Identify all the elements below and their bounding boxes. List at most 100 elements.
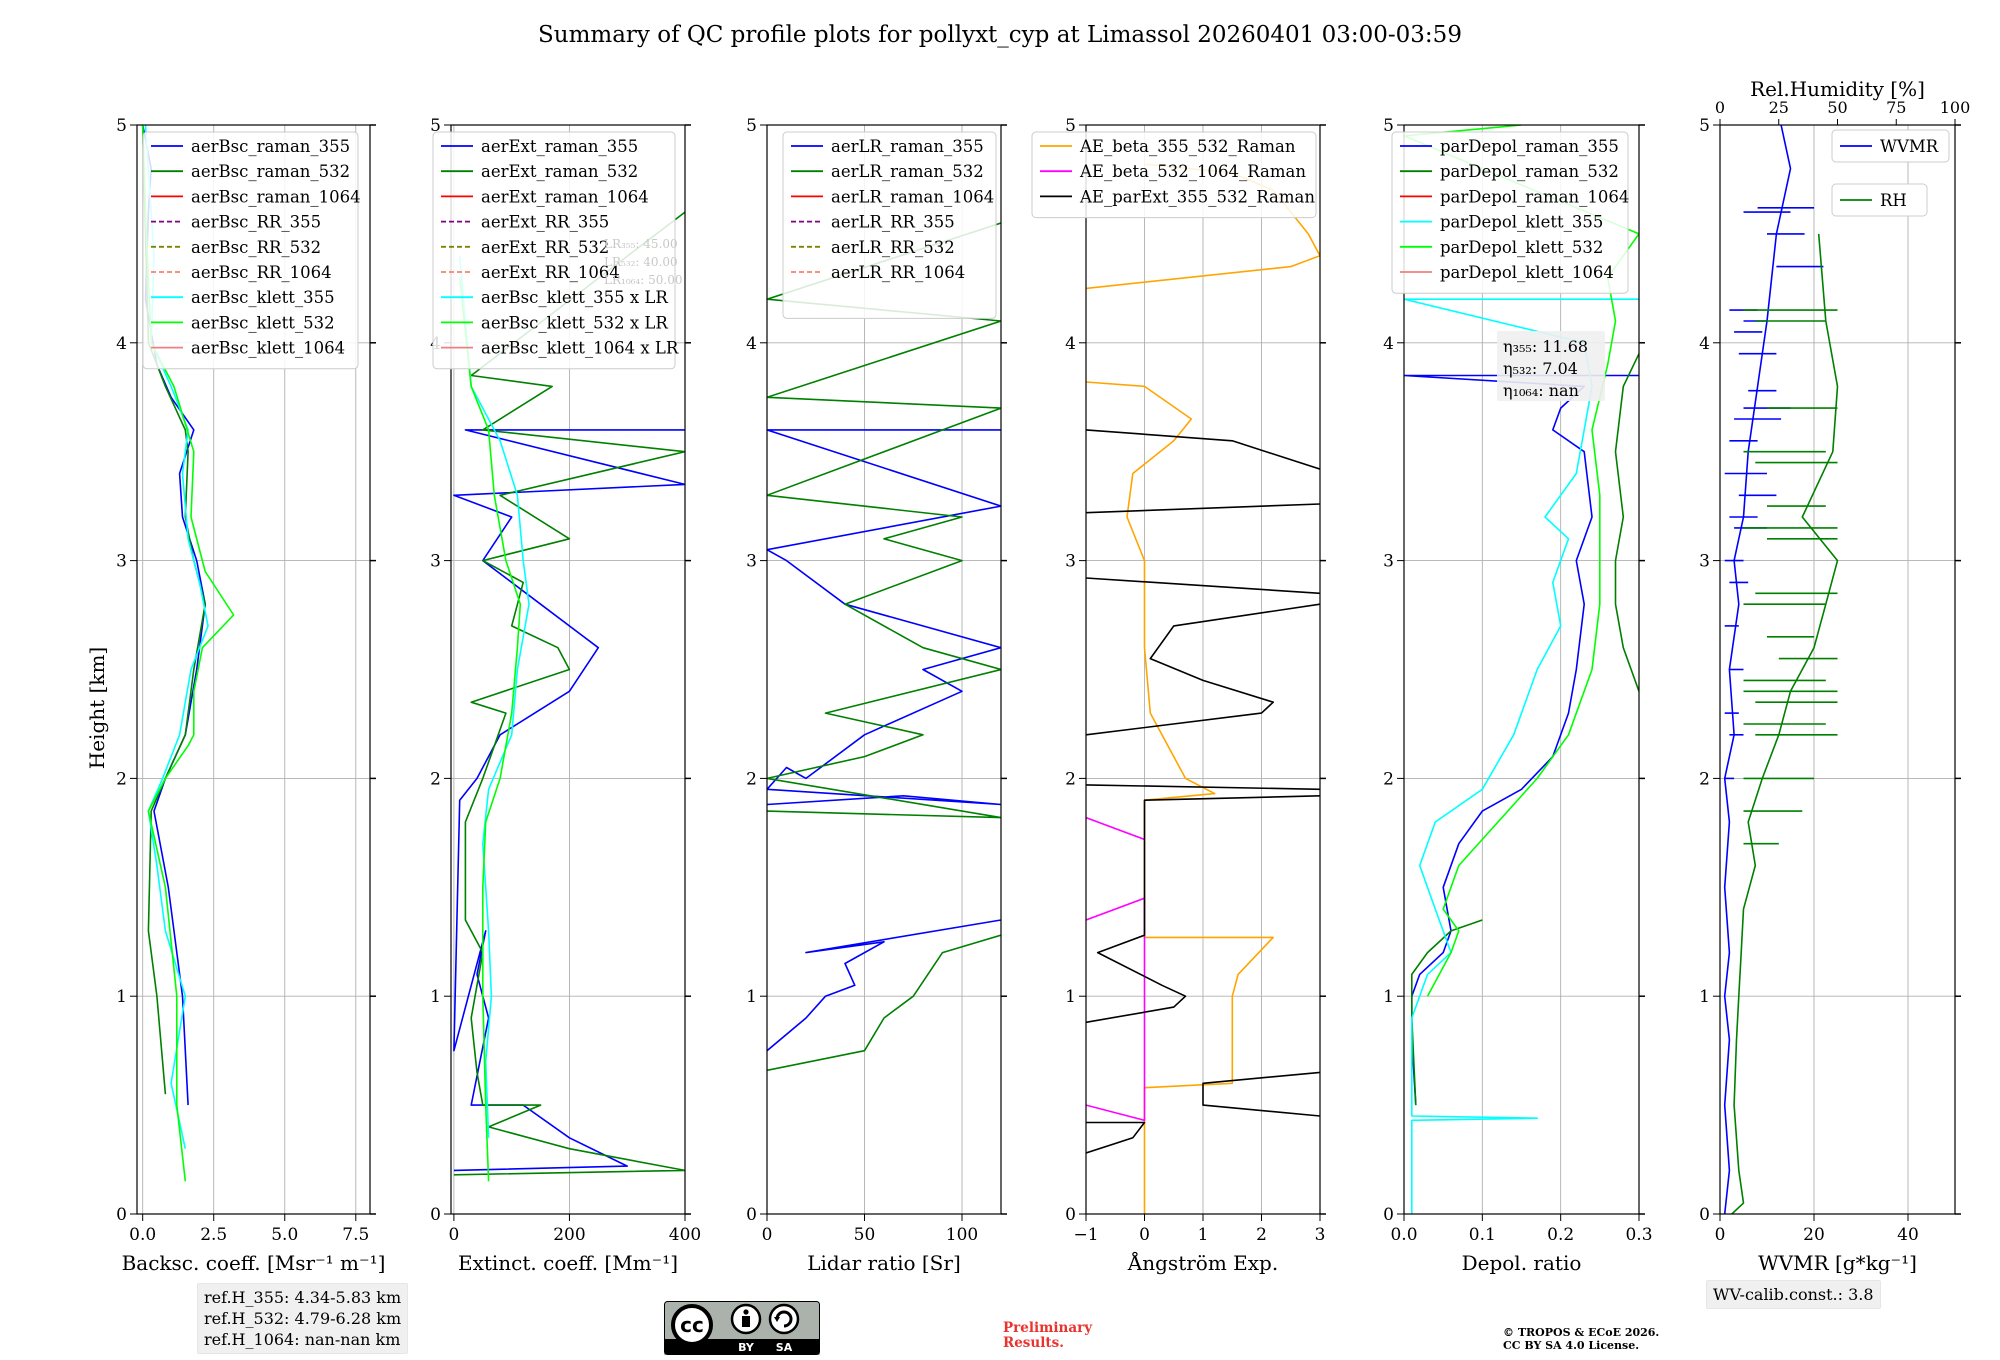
y-tick-label: 2 <box>746 769 757 789</box>
x-tick-label: 0 <box>448 1225 459 1245</box>
top-x-tick-label: 50 <box>1827 98 1847 117</box>
series-aerBsc_klett_532 x LR <box>458 277 522 1182</box>
y-tick-label: 3 <box>1065 552 1076 572</box>
legend-entry: aerExt_raman_532 <box>481 162 638 181</box>
y-tick-label: 4 <box>116 334 127 354</box>
legend-box <box>1831 183 1928 217</box>
subplot-depol: 0.0 0.1 0.2 0.3 0 1 2 3 4 5 Depol. ratio parDepol_r… <box>1383 116 1652 1275</box>
y-tick-label: 0 <box>1065 1205 1076 1225</box>
x-axis-label-ext: Extinct. coeff. [Mm⁻¹] <box>458 1251 678 1275</box>
y-tick-label: 3 <box>746 552 757 572</box>
y-tick-label: 0 <box>1699 1205 1710 1225</box>
legend-entry: aerBsc_raman_532 <box>191 162 350 181</box>
legend-entry: AE_beta_532_1064_Raman <box>1079 162 1306 181</box>
subplot-lr: 0 50 100 0 1 2 3 4 5 Lidar ratio [Sr] aerLR_raman_… <box>746 116 1007 1275</box>
series-parDepol_raman_532 <box>1411 919 1483 1106</box>
grid-wv <box>1719 125 1955 1214</box>
legend-box <box>1391 131 1629 294</box>
eta-box <box>1497 331 1605 401</box>
legend-box <box>782 131 997 319</box>
y-axis-label: Height [km] <box>85 647 109 769</box>
wv-calibration-box: WV-calib.const.: 3.8 <box>1706 1280 1881 1309</box>
series-AE_parExt_355_532_Raman_h <box>1086 429 1320 470</box>
y-tick-label: 1 <box>1065 987 1076 1007</box>
legend-entry: aerExt_raman_355 <box>481 137 638 156</box>
legend-entry: parDepol_raman_532 <box>1440 162 1619 181</box>
legend-entry: parDepol_klett_355 <box>1440 213 1603 232</box>
legend-entry: aerBsc_RR_1064 <box>191 263 332 282</box>
ref-height-355: ref.H_355: 4.34-5.83 km <box>204 1288 402 1307</box>
legend-entry: aerExt_RR_1064 <box>481 263 620 282</box>
legend-entry: AE_parExt_355_532_Raman <box>1079 187 1315 206</box>
svg-text:cc: cc <box>680 1313 704 1337</box>
series-group-ae <box>1086 163 1320 1214</box>
series-AE_parExt_355_532_Raman_b <box>1202 1071 1320 1117</box>
lr-note: LR₁₀₆₄: 50.00 <box>604 273 682 287</box>
y-tick-label: 1 <box>1699 987 1710 1007</box>
x-tick-label: 40 <box>1897 1225 1919 1245</box>
subplot-wv: 0 20 40 0 1 2 3 4 5 WVMR [g*kg⁻¹] 0 25 50 75 100 Rel.Hu… <box>1699 77 1970 1275</box>
series-AE_parExt_355_532_Raman_e <box>1086 603 1320 736</box>
y-tick-label: 1 <box>1383 987 1394 1007</box>
reference-height-box: ref.H_355: 4.34-5.83 km ref.H_532: 4.79-… <box>197 1283 409 1354</box>
legend-lr: aerLR_raman_355 aerLR_raman_532 aerLR_rama… <box>782 131 997 319</box>
legend-entry: aerBsc_klett_355 x LR <box>481 288 668 307</box>
top-x-tick-label: 25 <box>1769 98 1789 117</box>
legend-entry: aerBsc_raman_1064 <box>191 187 361 206</box>
y-tick-label: 0 <box>430 1205 441 1225</box>
legend-entry: parDepol_raman_355 <box>1440 137 1619 156</box>
x-tick-label: 100 <box>946 1225 978 1245</box>
x-tick-label: 0.2 <box>1547 1225 1574 1245</box>
axes-frame-wv <box>1719 124 1956 1215</box>
legend-depol: parDepol_raman_355 parDepol_raman_532 parD… <box>1391 131 1629 294</box>
legend-entry: aerLR_raman_532 <box>831 162 984 181</box>
y-tick-label: 1 <box>116 987 127 1007</box>
x-tick-label: 3 <box>1315 1225 1326 1245</box>
legend-entry: aerBsc_klett_532 x LR <box>481 313 668 332</box>
y-tick-label: 2 <box>430 769 441 789</box>
x-axis-label-wv: WVMR [g*kg⁻¹] <box>1758 1251 1917 1275</box>
copyright-line-1: © TROPOS & ECoE 2026. <box>1503 1326 1660 1339</box>
y-tick-label: 3 <box>430 552 441 572</box>
series-group-lr <box>767 222 1001 1072</box>
figure-title: Summary of QC profile plots for pollyxt_… <box>538 22 1462 48</box>
series-aerBsc_klett_355 <box>144 125 209 1149</box>
y-tick-label: 3 <box>116 552 127 572</box>
sa-label: SA <box>776 1341 793 1354</box>
legend-entry: AE_beta_355_532_Raman <box>1079 137 1296 156</box>
y-tick-label: 5 <box>1065 116 1076 136</box>
grid-ae <box>1085 125 1321 1214</box>
series-group-wv <box>1723 125 1839 1214</box>
y-tick-label: 5 <box>116 116 127 136</box>
legend-entry: aerLR_RR_1064 <box>831 263 965 282</box>
subplot-ext: 0200400012345Extinct. coeff. [Mm⁻¹]aerEx… <box>430 116 701 1275</box>
x-tick-label: 0.0 <box>129 1225 156 1245</box>
y-tick-label: 2 <box>116 769 127 789</box>
legend-wvmr: WVMR <box>1831 129 1950 163</box>
legend-entry: RH <box>1880 191 1907 210</box>
y-tick-label: 2 <box>1699 769 1710 789</box>
series-aerBsc_klett_532 <box>141 125 235 1182</box>
series-AE_parExt_355_532_Raman_c <box>1086 795 1320 1024</box>
series-AE_parExt_355_532_Raman <box>1086 1121 1146 1154</box>
axes-frame-bsc <box>136 124 371 1215</box>
y-tick-label: 1 <box>746 987 757 1007</box>
x-tick-label: 2.5 <box>200 1225 227 1245</box>
lr-note: LR₃₅₅: 45.00 <box>604 237 678 251</box>
top-x-tick-label: 100 <box>1940 98 1971 117</box>
eta-note: η₅₃₂: 7.04 <box>1503 359 1578 378</box>
preliminary-line-1: Preliminary <box>1003 1320 1093 1336</box>
cc-icon <box>671 1304 713 1346</box>
legend-entry: aerBsc_RR_532 <box>191 238 321 257</box>
sa-icon <box>768 1303 800 1335</box>
y-tick-label: 2 <box>1065 769 1076 789</box>
by-label: BY <box>738 1341 755 1354</box>
subplot-bsc: 0.0 2.5 5.0 7.5 0 1 2 3 4 5 Backsc. coeff. [Msr⁻¹ … <box>116 116 385 1275</box>
x-tick-label: 2 <box>1256 1225 1267 1245</box>
legend-entry: parDepol_raman_1064 <box>1440 187 1629 206</box>
x-tick-label: −1 <box>1073 1225 1098 1245</box>
legend-entry: WVMR <box>1880 137 1939 156</box>
legend-bsc: aerBsc_raman_355 aerBsc_raman_532 aerBsc_r… <box>142 131 361 370</box>
